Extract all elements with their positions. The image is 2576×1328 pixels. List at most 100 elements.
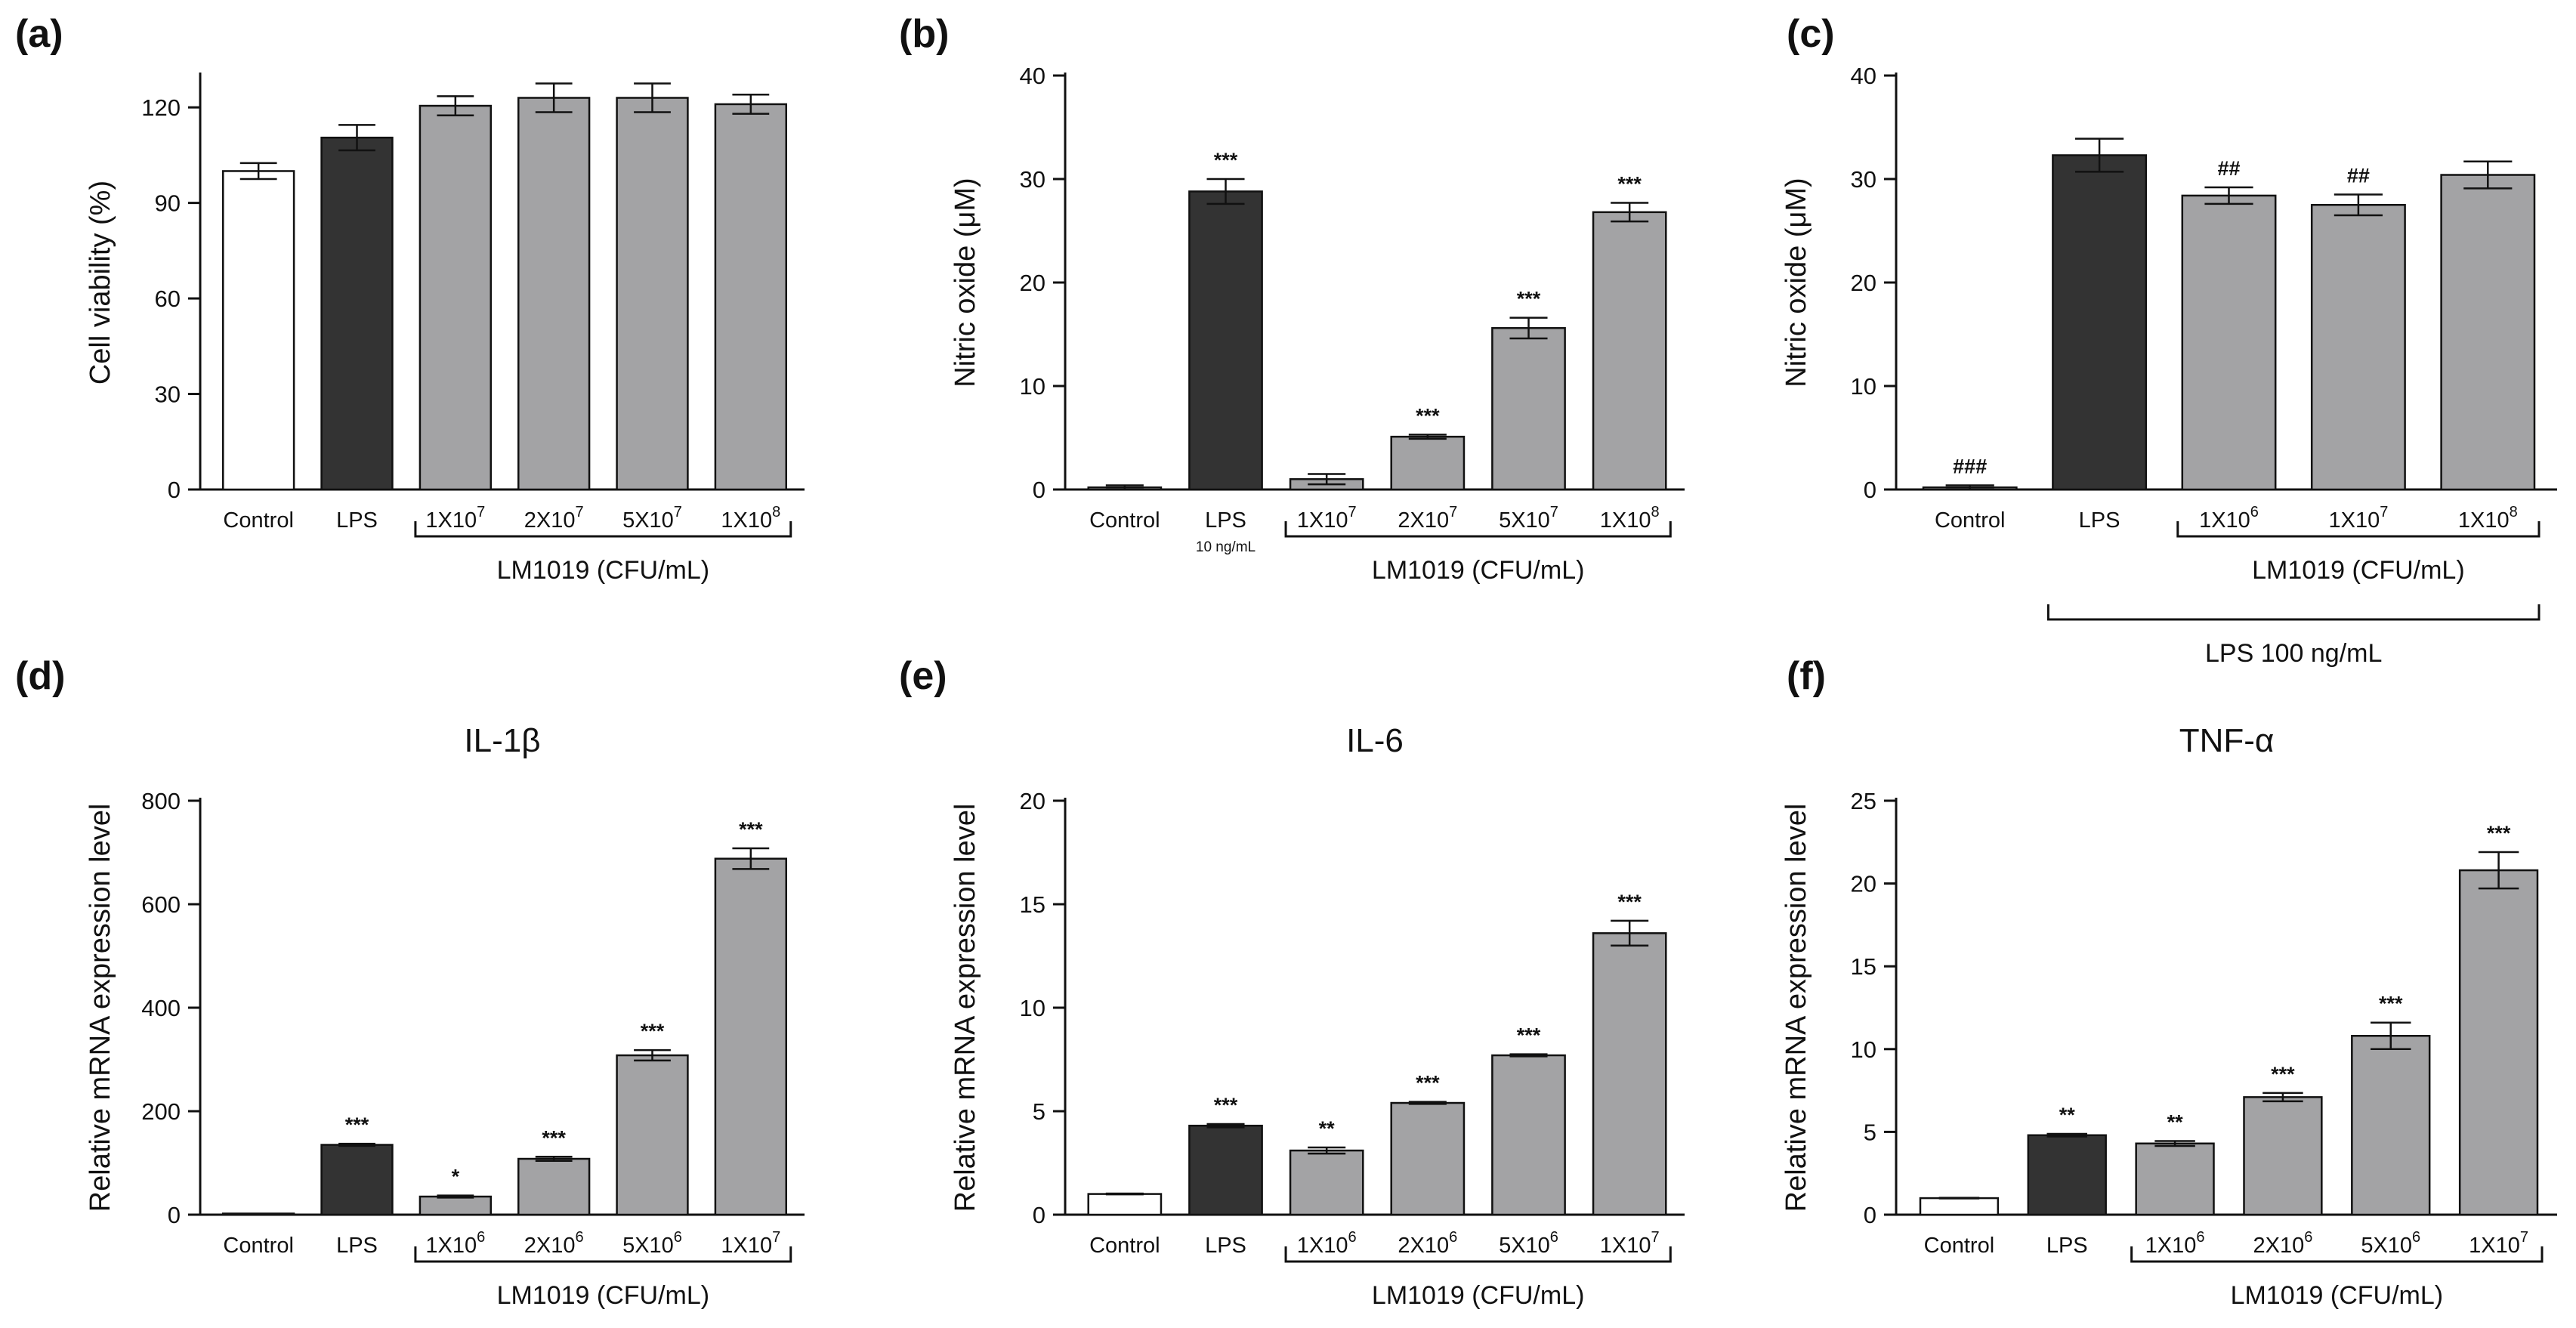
bar [1289,1149,1364,1216]
y-tick-label: 800 [141,788,181,814]
y-tick-label: 0 [1864,477,1876,503]
group-label: LM1019 (CFU/mL) [1372,556,1585,585]
y-tick-label: 5 [1033,1098,1046,1125]
significance-mark: ### [1953,456,1987,478]
significance-mark: * [452,1166,460,1188]
group-bracket [2130,1246,2544,1263]
x-tick-label: LPS [2079,508,2120,533]
error-bar [535,82,573,113]
group-label: LM1019 (CFU/mL) [497,1281,710,1310]
error-bar [2334,193,2383,217]
error-bar [338,124,375,152]
y-tick-label: 60 [155,286,181,312]
significance-mark: ** [2167,1110,2184,1133]
significance-mark: *** [1416,404,1440,427]
bar [2243,1096,2323,1216]
x-tick-label: 1X108 [721,504,780,533]
error-bar [2262,1092,2303,1103]
error-bar [732,94,770,115]
y-axis-title: Relative mRNA expression level [950,804,981,1212]
bar [2027,1134,2107,1216]
bar [2351,1035,2431,1216]
x-tick-label: 1X108 [1600,504,1660,533]
y-tick-label: 30 [1851,166,1876,193]
y-tick-label: 10 [1851,1036,1876,1063]
y-tick-label: 10 [1851,373,1876,400]
error-bar [2371,1021,2411,1051]
error-bar [338,1142,375,1147]
x-tick-label: Control [1089,1234,1160,1258]
group-label: LM1019 (CFU/mL) [2252,556,2465,585]
error-bar [1611,202,1649,223]
y-tick-label: 20 [1020,788,1046,814]
error-bar [1408,1101,1447,1105]
bar [1491,327,1566,491]
significance-mark: *** [1517,1024,1541,1047]
significance-mark: *** [2379,993,2403,1015]
chart-panel-c: (c) 0 10 20 30 40 Nitric oxide (μM) ### Control L… [1781,12,2557,668]
y-tick-label: 0 [168,477,181,503]
bar [1491,1054,1566,1216]
x-tick-label: 1X107 [2328,504,2388,533]
x-tick-label: 1X107 [1600,1229,1660,1258]
x-tick-label: LPS [336,508,378,533]
bar [2181,194,2277,491]
group-bracket [414,1246,792,1263]
x-tick-label: 1X108 [2458,504,2518,533]
y-axis-title: Nitric oxide (μM) [950,178,981,387]
significance-mark: *** [739,818,763,841]
error-bar [1308,473,1346,486]
significance-mark: ** [2059,1104,2076,1126]
significance-mark: *** [1416,1072,1440,1095]
y-tick-label: 15 [1020,891,1046,918]
significance-mark: *** [1617,891,1642,913]
x-tick-label: 1X106 [2145,1229,2205,1258]
bar [616,97,689,491]
panel-label: (b) [899,12,949,56]
x-tick-label: 1X107 [721,1229,780,1258]
y-tick-label: 0 [168,1202,181,1228]
y-tick-label: 0 [1864,1202,1876,1228]
bar [2135,1142,2215,1216]
error-bar [2046,1132,2087,1138]
significance-mark: *** [2271,1063,2295,1086]
y-axis-title: Cell viability (%) [85,181,116,385]
significance-mark: *** [1617,173,1642,196]
y-axis-title: Relative mRNA expression level [85,804,116,1212]
chart-panel-b: (b) 0 10 20 30 40 Nitric oxide (μM) Control *** L… [899,12,1685,585]
bar [320,1144,394,1216]
error-bar [2478,851,2519,890]
group-label: LPS 100 ng/mL [2205,639,2382,668]
error-bar [1611,919,1649,947]
y-tick-label: 40 [1851,63,1876,89]
bar [714,103,788,491]
y-tick-label: 120 [141,94,181,121]
x-tick-label: 1X107 [2469,1229,2528,1258]
chart-title: IL-1β [464,722,540,759]
bar [419,1195,493,1216]
significance-mark: ## [2347,165,2370,187]
x-tick-label: 5X106 [1499,1229,1558,1258]
error-bar [634,1049,671,1062]
bar [2052,154,2148,491]
error-bar [2154,1140,2195,1147]
group-bracket [1284,1246,1672,1263]
y-tick-label: 10 [1020,995,1046,1021]
chart-title: TNF-α [2179,722,2275,759]
error-bar [1938,1197,1980,1200]
group-label: LM1019 (CFU/mL) [497,556,710,585]
bar [1188,190,1263,491]
y-tick-label: 30 [155,381,181,408]
y-tick-label: 600 [141,891,181,918]
x-tick-label: 2X106 [1398,1229,1457,1258]
x-tick-label: 5X106 [2361,1229,2420,1258]
error-bar [1509,1053,1548,1058]
error-bar [2463,160,2513,190]
x-tick-label: Control [1935,508,2006,533]
y-tick-label: 20 [1020,270,1046,296]
significance-mark: *** [641,1020,665,1042]
error-bar [535,1156,573,1163]
error-bar [437,95,474,116]
chart-panel-e: (e) IL-6 0 5 10 15 20 Relative mRNA expression … [899,654,1685,1310]
